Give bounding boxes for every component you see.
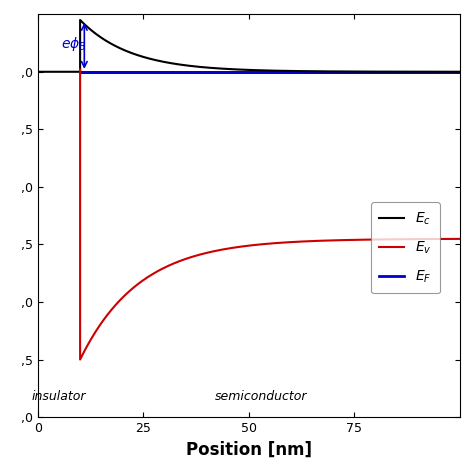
Text: semiconductor: semiconductor [215, 390, 308, 403]
Text: $e\phi_B$: $e\phi_B$ [61, 35, 87, 53]
X-axis label: Position [nm]: Position [nm] [186, 440, 312, 458]
Text: insulator: insulator [32, 390, 86, 403]
Legend: $E_c$, $E_v$, $E_F$: $E_c$, $E_v$, $E_F$ [371, 202, 440, 293]
